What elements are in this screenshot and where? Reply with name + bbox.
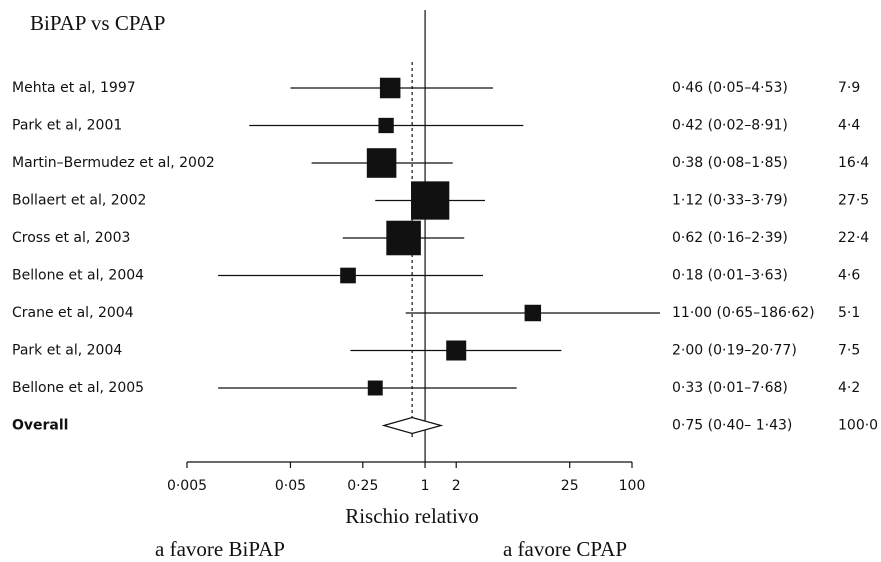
effect-square [340, 267, 356, 284]
x-tick-label: 1 [421, 478, 430, 494]
x-tick-label: 100 [619, 478, 646, 494]
effect-square [524, 304, 542, 322]
effect-square [446, 340, 467, 361]
effect-square [366, 148, 397, 178]
study-label: Park et al, 2004 [12, 343, 122, 359]
ci-label: 0·46 (0·05–4·53) [672, 80, 788, 96]
effect-square [367, 380, 383, 396]
chart-title: BiPAP vs CPAP [30, 11, 165, 35]
effect-square [378, 117, 394, 134]
weight-label: 27·5 [838, 193, 869, 209]
weight-label: 7·9 [838, 80, 860, 96]
study-label: Bellone et al, 2004 [12, 268, 144, 284]
overall-diamond [381, 416, 444, 435]
weight-label: 100·0 [838, 418, 878, 434]
weight-label: 7·5 [838, 343, 860, 359]
ci-label: 1·12 (0·33–3·79) [672, 193, 788, 209]
x-axis-label: Rischio relativo [345, 504, 479, 528]
x-tick-label: 0·005 [167, 478, 207, 494]
ci-label: 0·33 (0·01–7·68) [672, 380, 788, 396]
study-label: Bellone et al, 2005 [12, 380, 144, 396]
ci-label: 0·18 (0·01–3·63) [672, 268, 788, 284]
study-label: Cross et al, 2003 [12, 230, 130, 246]
study-label: Mehta et al, 1997 [12, 80, 136, 96]
weight-label: 4·4 [838, 118, 860, 134]
weight-label: 5·1 [838, 305, 860, 321]
study-label: Park et al, 2001 [12, 118, 122, 134]
ci-label: 0·75 (0·40– 1·43) [672, 418, 792, 434]
ci-label: 2·00 (0·19–20·77) [672, 343, 797, 359]
effect-square [379, 77, 401, 99]
weight-label: 22·4 [838, 230, 869, 246]
x-tick-label: 2 [452, 478, 461, 494]
ci-label: 0·38 (0·08–1·85) [672, 155, 788, 171]
annotation: a favore CPAP [503, 537, 627, 561]
ci-label: 0·42 (0·02–8·91) [672, 118, 788, 134]
effect-square [386, 220, 421, 256]
study-label: Martin–Bermudez et al, 2002 [12, 155, 215, 171]
effect-square [411, 181, 450, 220]
weight-label: 4·6 [838, 268, 860, 284]
weight-label: 16·4 [838, 155, 869, 171]
x-tick-label: 25 [561, 478, 579, 494]
study-label: Crane et al, 2004 [12, 305, 134, 321]
x-tick-label: 0·25 [347, 478, 378, 494]
weight-label: 4·2 [838, 380, 860, 396]
annotation: a favore BiPAP [155, 537, 285, 561]
ci-label: 11·00 (0·65–186·62) [672, 305, 815, 321]
overall-label: Overall [12, 418, 68, 434]
study-label: Bollaert et al, 2002 [12, 193, 146, 209]
ci-label: 0·62 (0·16–2·39) [672, 230, 788, 246]
x-tick-label: 0·05 [275, 478, 306, 494]
